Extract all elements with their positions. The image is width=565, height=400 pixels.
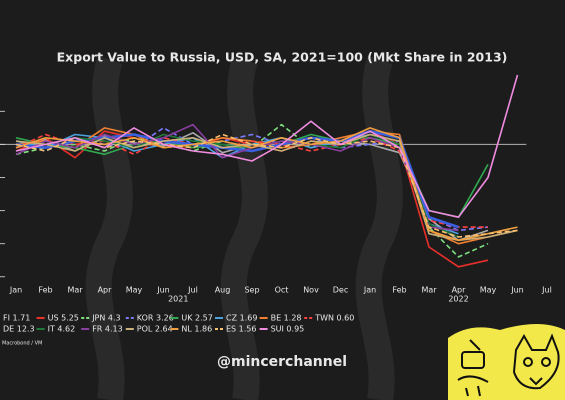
legend-label: ES 1.56 bbox=[226, 325, 257, 334]
wave bbox=[220, 55, 268, 400]
background-waves bbox=[85, 55, 403, 400]
logo-shape bbox=[457, 339, 489, 397]
x-tick-label: May bbox=[126, 286, 143, 295]
x-tick-label: Dec bbox=[333, 286, 348, 295]
x-tick-label: Jul bbox=[541, 286, 552, 295]
x-tick-label: Jan bbox=[9, 286, 22, 295]
year-label: 2021 bbox=[168, 295, 188, 304]
x-tick-label: Apr bbox=[452, 286, 467, 295]
x-tick-label: Mar bbox=[67, 286, 83, 295]
series-line bbox=[15, 74, 519, 218]
x-tick-label: Feb bbox=[38, 286, 52, 295]
source: Macrobond / VM bbox=[2, 341, 42, 347]
logo-shape bbox=[541, 357, 551, 367]
x-tick-label: Sep bbox=[244, 286, 259, 295]
logo-shape bbox=[461, 351, 485, 369]
legend-label: TWN 0.60 bbox=[314, 314, 354, 323]
legend-label: CZ 1.69 bbox=[226, 314, 257, 323]
legend-label: POL 2.64 bbox=[137, 325, 173, 334]
legend-label: BE 1.28 bbox=[271, 314, 302, 323]
wave bbox=[85, 55, 133, 400]
logo-shape bbox=[529, 377, 543, 386]
x-tick-label: May bbox=[480, 286, 497, 295]
legend-label: DE 12.3 bbox=[3, 325, 35, 334]
legend-label: KOR 3.26 bbox=[137, 314, 174, 323]
legend-label: IT 4.62 bbox=[48, 325, 76, 334]
x-tick-label: Jan bbox=[363, 286, 376, 295]
x-tick-label: Mar bbox=[421, 286, 437, 295]
legend-label: FR 4.13 bbox=[92, 325, 123, 334]
legend-label: FI 1.71 bbox=[3, 314, 30, 323]
plot: Jan Feb Mar Apr May Jun Jul Aug Sep Oct Nov Dec Jan F… bbox=[0, 74, 552, 334]
wave bbox=[355, 55, 403, 400]
logo-shape bbox=[523, 357, 533, 367]
legend-label: UK 2.57 bbox=[181, 314, 212, 323]
x-tick-label: Jul bbox=[187, 286, 198, 295]
year-label: 2022 bbox=[448, 295, 468, 304]
x-tick-label: Apr bbox=[98, 286, 113, 295]
chart-title: Export Value to Russia, USD, SA, 2021=10… bbox=[57, 50, 508, 65]
legend-label: US 5.25 bbox=[48, 314, 79, 323]
logo bbox=[448, 324, 565, 400]
series-line bbox=[15, 123, 459, 232]
legend-label: SUI 0.95 bbox=[271, 325, 305, 334]
x-tick-label: Aug bbox=[215, 286, 231, 295]
x-tick-label: Jun bbox=[156, 286, 170, 295]
legend-label: NL 1.86 bbox=[181, 325, 212, 334]
watermark: @mincerchannel bbox=[217, 354, 347, 370]
logo-shape bbox=[512, 333, 560, 390]
series-line bbox=[15, 127, 518, 242]
x-tick-label: Nov bbox=[303, 286, 319, 295]
x-tick-label: Jun bbox=[510, 286, 524, 295]
x-tick-label: Feb bbox=[392, 286, 406, 295]
legend-label: JPN 4.3 bbox=[91, 314, 120, 323]
x-tick-label: Oct bbox=[275, 286, 289, 295]
logo-background bbox=[448, 324, 565, 400]
series-line bbox=[15, 133, 518, 242]
logo-drawing bbox=[457, 333, 560, 397]
